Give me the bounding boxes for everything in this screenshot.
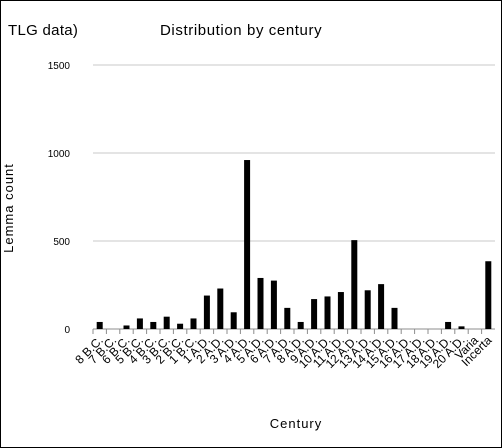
y-tick-label: 0	[64, 325, 70, 336]
bar	[123, 325, 130, 329]
bar	[270, 280, 277, 329]
bar	[378, 284, 385, 329]
x-tick-labels: 8 B.C.7 B.C.6 B.C.5 B.C.4 B.C.3 B.C.2 B.…	[72, 329, 495, 371]
bar	[445, 321, 452, 329]
y-tick-label: 1500	[48, 61, 71, 72]
bar	[485, 261, 492, 329]
x-axis-label: Century	[270, 416, 323, 431]
y-tick-label: 500	[53, 237, 70, 248]
bar	[203, 295, 210, 329]
chart-title: Distribution by century	[160, 22, 323, 39]
bar	[163, 316, 170, 329]
bar	[284, 307, 291, 329]
bar	[297, 321, 304, 329]
bar	[190, 318, 197, 329]
bar	[177, 323, 184, 329]
bar	[391, 307, 398, 329]
bar	[337, 292, 344, 329]
y-axis-label: Lemma count	[1, 163, 16, 253]
bars	[96, 160, 492, 329]
y-tick-label: 1000	[48, 149, 71, 160]
bar	[351, 240, 358, 329]
bar	[458, 326, 465, 329]
bar	[244, 160, 251, 329]
bar	[324, 296, 331, 329]
bar	[136, 318, 143, 329]
bar	[150, 321, 157, 329]
bar	[96, 321, 103, 329]
bar	[257, 277, 264, 329]
header-lead-text: TLG data)	[8, 22, 79, 39]
bar	[311, 299, 318, 329]
grid-lines	[93, 64, 495, 330]
bar	[364, 290, 371, 329]
bar	[230, 312, 237, 329]
y-tick-labels: 0 500 1000 1500	[48, 61, 71, 336]
bar	[217, 288, 224, 329]
